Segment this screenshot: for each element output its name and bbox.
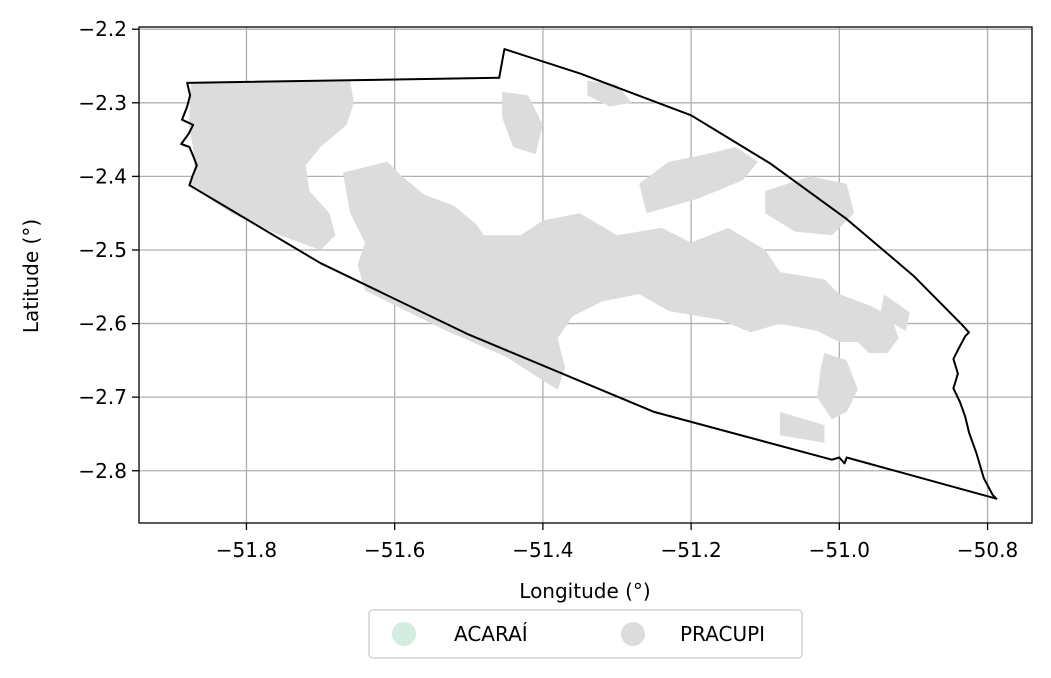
legend-label-acarai: ACARAÍ: [454, 622, 528, 646]
boundary-outline: [180, 48, 998, 500]
pracupi-area-1: [342, 161, 899, 390]
y-tick-label-0: −2.2: [78, 17, 127, 41]
y-tick-label-6: −2.8: [78, 459, 127, 483]
pracupi-area-8: [587, 80, 632, 107]
x-tick-label-5: −50.8: [957, 538, 1018, 562]
y-axis-ticks: −2.2 −2.3 −2.4 −2.5 −2.6 −2.7 −2.8: [78, 17, 139, 483]
legend-marker-pracupi: [621, 622, 645, 646]
pracupi-area-0: [188, 81, 354, 250]
legend-label-pracupi: PRACUPI: [680, 622, 765, 646]
pracupi-area-7: [502, 91, 543, 155]
pracupi-area-2: [639, 147, 758, 214]
x-axis-ticks: −51.8 −51.6 −51.4 −51.2 −51.0 −50.8: [216, 523, 1018, 562]
x-tick-label-0: −51.8: [216, 538, 277, 562]
y-axis-title: Latitude (°): [19, 219, 43, 333]
y-tick-label-4: −2.6: [78, 312, 127, 336]
x-axis-title: Longitude (°): [519, 579, 650, 603]
x-tick-label-1: −51.6: [364, 538, 425, 562]
x-tick-label-2: −51.4: [512, 538, 573, 562]
plot-frame: [138, 26, 1033, 524]
x-tick-label-3: −51.2: [660, 538, 721, 562]
y-tick-label-5: −2.7: [78, 385, 127, 409]
pracupi-area-5: [780, 411, 825, 443]
y-tick-label-1: −2.3: [78, 91, 127, 115]
y-tick-label-2: −2.4: [78, 164, 127, 188]
legend: ACARAÍ PRACUPI: [368, 609, 803, 659]
y-tick-label-3: −2.5: [78, 238, 127, 262]
region-polygons: [188, 80, 910, 443]
pracupi-area-6: [880, 294, 910, 331]
municipality-boundary: [180, 48, 998, 500]
legend-marker-acarai: [392, 622, 416, 646]
x-tick-label-4: −51.0: [809, 538, 870, 562]
legend-frame: [368, 609, 803, 659]
pracupi-area-3: [765, 176, 855, 236]
pracupi-area-4: [817, 353, 858, 420]
